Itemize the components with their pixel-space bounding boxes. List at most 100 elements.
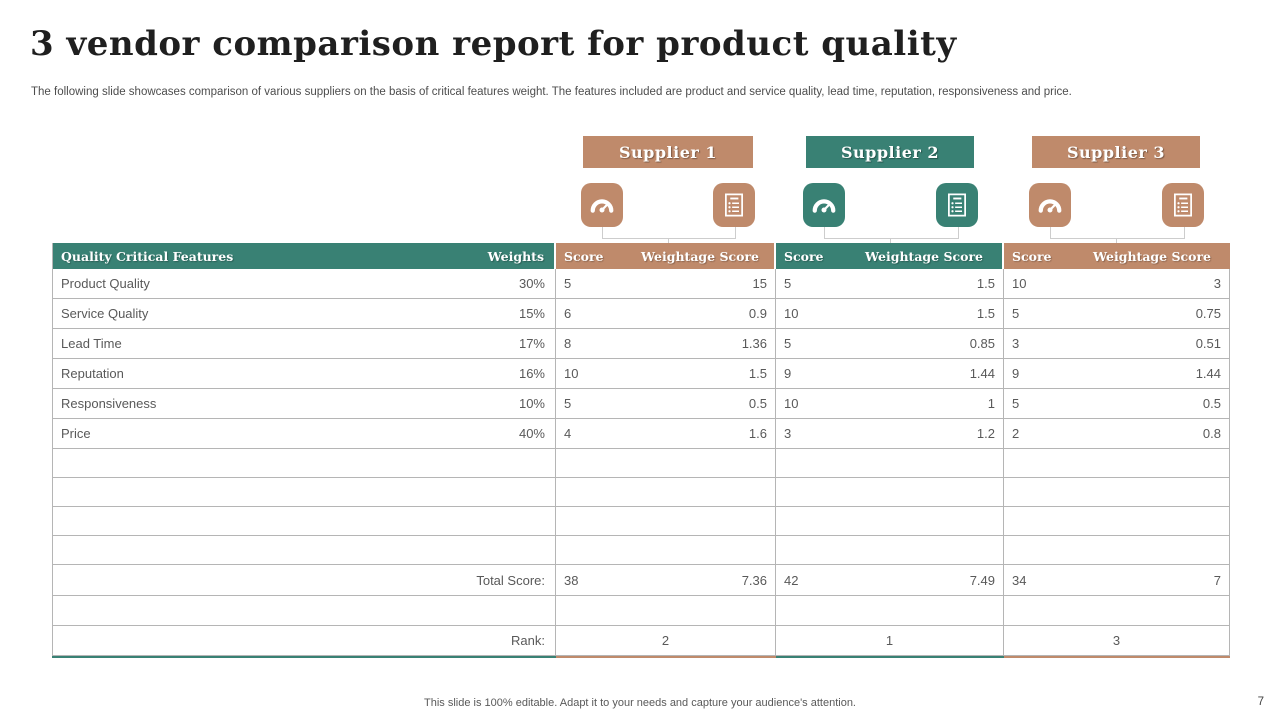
weightage-value: 0.51 xyxy=(1195,336,1221,351)
weightage-value: 0.9 xyxy=(748,306,767,321)
weightage-header-label: Weightage Score xyxy=(865,248,983,264)
weightage-value: 15 xyxy=(752,276,767,291)
feature-weight: 30% xyxy=(518,276,545,291)
table-row: Lead Time 17% 8 1.36 5 0.85 3 0.51 xyxy=(52,329,1230,359)
weights-header-label: Weights xyxy=(487,248,544,264)
total-weightage-value: 7 xyxy=(1213,572,1221,588)
supplier-2-label: Supplier 2 xyxy=(840,142,940,162)
total-score-value: 34 xyxy=(1012,572,1027,588)
supplier-2-cell: 10 1.5 xyxy=(776,299,1004,329)
connector-bracket xyxy=(602,227,736,239)
supplier-1-rank-cell: 2 xyxy=(556,626,776,656)
empty-row xyxy=(52,449,1230,478)
supplier-3-cell: 2 0.8 xyxy=(1004,419,1230,449)
score-header-label: Score xyxy=(1012,248,1052,264)
weightage-value: 1.5 xyxy=(976,276,995,291)
weightage-value: 1.44 xyxy=(969,366,995,381)
total-label: Total Score: xyxy=(476,572,545,588)
table-row: Responsiveness 10% 5 0.5 10 1 5 0.5 xyxy=(52,389,1230,419)
supplier-1-cell: 8 1.36 xyxy=(556,329,776,359)
supplier-1-total-cell: 38 7.36 xyxy=(556,565,776,596)
page-title: 3 vendor comparison report for product q… xyxy=(30,24,957,64)
weightage-header-label: Weightage Score xyxy=(1093,248,1211,264)
feature-name: Price xyxy=(61,426,91,441)
rank-value: 1 xyxy=(885,633,894,648)
supplier-1-cell: 4 1.6 xyxy=(556,419,776,449)
rank-value: 2 xyxy=(661,633,670,648)
empty-row xyxy=(52,536,1230,565)
rank-label-cell: Rank: xyxy=(52,626,556,656)
rank-row: Rank: 2 1 3 xyxy=(52,626,1230,656)
score-value: 5 xyxy=(784,336,792,351)
weightage-value: 1.36 xyxy=(741,336,767,351)
supplier-3-cell: 10 3 xyxy=(1004,269,1230,299)
table-row: Product Quality 30% 5 15 5 1.5 10 3 xyxy=(52,269,1230,299)
weightage-value: 1.6 xyxy=(748,426,767,441)
feature-weight: 40% xyxy=(518,426,545,441)
footer-note: This slide is 100% editable. Adapt it to… xyxy=(424,697,856,709)
supplier-3-header-cell: Score Weightage Score xyxy=(1004,243,1230,269)
feature-name: Product Quality xyxy=(61,276,150,291)
feature-weight: 17% xyxy=(518,336,545,351)
supplier-3-title: Supplier 3 xyxy=(1032,136,1200,168)
score-header-label: Score xyxy=(564,248,604,264)
table-header-row: Quality Critical Features Weights Score … xyxy=(52,243,1230,269)
connector-tick xyxy=(890,238,891,244)
table-row: Service Quality 15% 6 0.9 10 1.5 5 0.75 xyxy=(52,299,1230,329)
empty-row xyxy=(52,507,1230,536)
feature-weight: 15% xyxy=(518,306,545,321)
feature-name: Lead Time xyxy=(61,336,122,351)
gauge-icon xyxy=(581,183,623,227)
supplier-1-cell: 10 1.5 xyxy=(556,359,776,389)
supplier-3-cell: 5 0.5 xyxy=(1004,389,1230,419)
weightage-value: 1.2 xyxy=(976,426,995,441)
score-value: 10 xyxy=(1012,276,1027,291)
score-value: 3 xyxy=(784,426,792,441)
supplier-2-title: Supplier 2 xyxy=(806,136,974,168)
weightage-value: 1.44 xyxy=(1195,366,1221,381)
total-weightage-value: 7.49 xyxy=(969,572,995,588)
connector-bracket xyxy=(824,227,959,239)
empty-row xyxy=(52,478,1230,507)
supplier-2-total-cell: 42 7.49 xyxy=(776,565,1004,596)
supplier-1-label: Supplier 1 xyxy=(618,142,718,162)
features-header-cell: Quality Critical Features Weights xyxy=(52,243,556,269)
score-value: 5 xyxy=(564,276,572,291)
weightage-value: 0.85 xyxy=(969,336,995,351)
rank-value: 3 xyxy=(1112,633,1121,648)
feature-name: Service Quality xyxy=(61,306,149,321)
page-number: 7 xyxy=(1257,696,1264,708)
supplier-3-label: Supplier 3 xyxy=(1066,142,1166,162)
weightage-value: 1.5 xyxy=(976,306,995,321)
score-value: 2 xyxy=(1012,426,1020,441)
weightage-value: 1.5 xyxy=(748,366,767,381)
supplier-1-cell: 6 0.9 xyxy=(556,299,776,329)
score-value: 9 xyxy=(784,366,792,381)
supplier-2-cell: 10 1 xyxy=(776,389,1004,419)
total-score-row: Total Score: 38 7.36 42 7.49 34 7 xyxy=(52,565,1230,596)
supplier-1-header-cell: Score Weightage Score xyxy=(556,243,776,269)
total-score-value: 38 xyxy=(564,572,579,588)
supplier-3-rank-cell: 3 xyxy=(1004,626,1230,656)
supplier-2-cell: 5 1.5 xyxy=(776,269,1004,299)
total-weightage-value: 7.36 xyxy=(741,572,767,588)
score-value: 8 xyxy=(564,336,572,351)
feature-name: Responsiveness xyxy=(61,396,157,411)
connector-tick xyxy=(1116,238,1117,244)
feature-cell: Lead Time 17% xyxy=(52,329,556,359)
checklist-icon xyxy=(713,183,755,227)
table-row: Reputation 16% 10 1.5 9 1.44 9 1.44 xyxy=(52,359,1230,389)
score-value: 5 xyxy=(784,276,792,291)
feature-cell: Responsiveness 10% xyxy=(52,389,556,419)
score-value: 9 xyxy=(1012,366,1020,381)
supplier-2-rank-cell: 1 xyxy=(776,626,1004,656)
gauge-icon xyxy=(1029,183,1071,227)
weightage-value: 0.75 xyxy=(1195,306,1221,321)
score-header-label: Score xyxy=(784,248,824,264)
feature-cell: Price 40% xyxy=(52,419,556,449)
supplier-3-cell: 5 0.75 xyxy=(1004,299,1230,329)
feature-weight: 10% xyxy=(518,396,545,411)
supplier-2-header-cell: Score Weightage Score xyxy=(776,243,1004,269)
score-value: 3 xyxy=(1012,336,1020,351)
score-value: 6 xyxy=(564,306,572,321)
